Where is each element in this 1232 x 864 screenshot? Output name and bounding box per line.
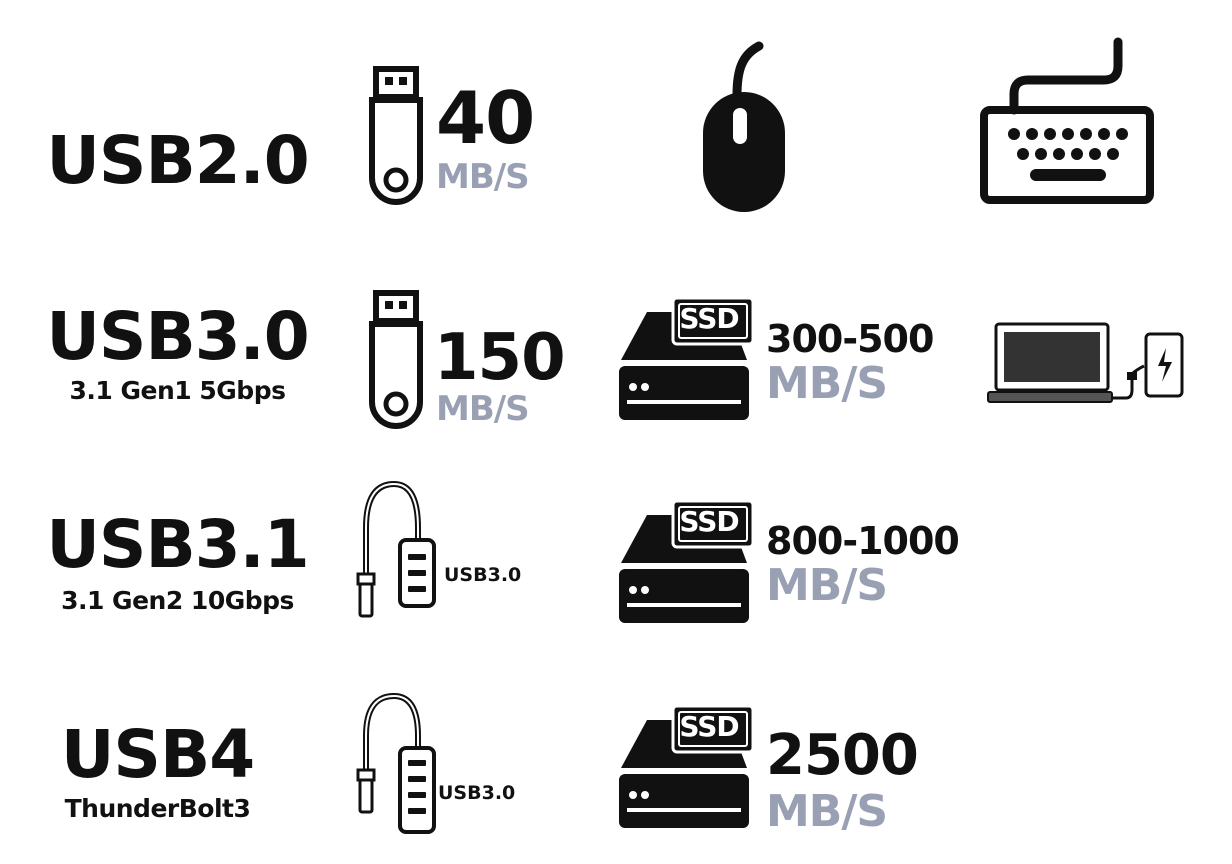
ssd-drive-icon — [619, 296, 755, 420]
standard-label-usb3-1: USB3.1 — [46, 506, 309, 583]
standard-label-usb4: USB4 — [60, 716, 255, 793]
hub-label-usb3-1: USB3.0 — [444, 564, 522, 586]
speed-value-usb2: 40 — [436, 76, 535, 160]
laptop-phone-charging-icon — [987, 322, 1184, 403]
ssd-speed-value-usb4: 2500 — [766, 723, 919, 788]
hub-label-usb4: USB3.0 — [438, 782, 516, 804]
standard-subtitle-usb3-1: 3.1 Gen2 10Gbps — [61, 586, 294, 615]
ssd-label: SSD — [679, 505, 739, 538]
standard-label-usb2: USB2.0 — [46, 122, 309, 199]
ssd-speed-value-usb3-1: 800-1000 — [766, 519, 960, 563]
usb-flash-drive-icon — [369, 290, 423, 429]
usb-hub-icon — [356, 692, 436, 834]
speed-unit-usb3-0: MB/S — [436, 389, 530, 429]
ssd-speed-unit-usb4: MB/S — [766, 786, 888, 837]
ssd-speed-unit-usb3-1: MB/S — [766, 560, 888, 611]
ssd-drive-icon — [619, 704, 755, 828]
ssd-speed-value-usb3-0: 300-500 — [766, 317, 934, 361]
standard-label-usb3-0: USB3.0 — [46, 298, 309, 375]
ssd-label: SSD — [679, 302, 739, 335]
keyboard-icon — [980, 37, 1154, 204]
mouse-icon — [703, 41, 785, 212]
ssd-drive-icon — [619, 499, 755, 623]
speed-value-usb3-0: 150 — [434, 321, 566, 395]
usb-flash-drive-icon — [369, 66, 423, 205]
standard-subtitle-usb4: ThunderBolt3 — [64, 794, 251, 823]
ssd-label: SSD — [679, 710, 739, 743]
ssd-speed-unit-usb3-0: MB/S — [766, 358, 888, 409]
usb-hub-icon — [356, 480, 436, 618]
speed-unit-usb2: MB/S — [436, 157, 530, 197]
standard-subtitle-usb3-0: 3.1 Gen1 5Gbps — [69, 376, 286, 405]
